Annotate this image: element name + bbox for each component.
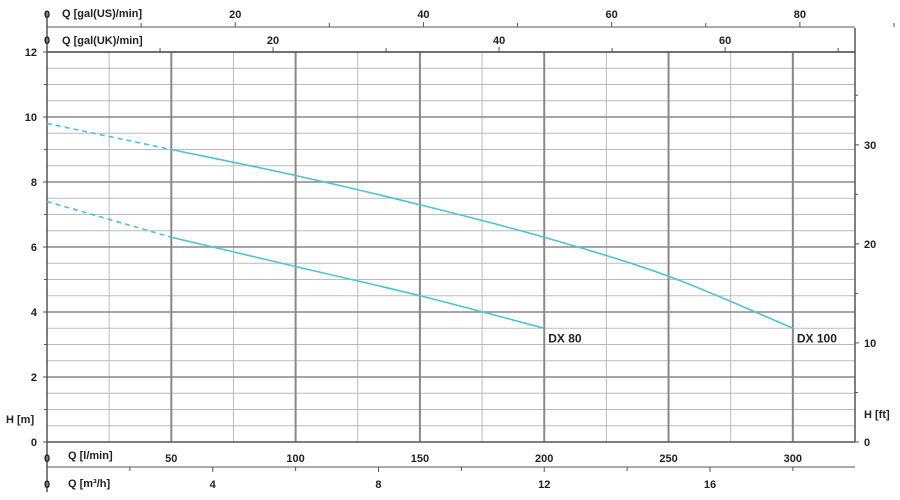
right-tick-label: 30: [864, 140, 876, 152]
grid: [47, 51, 855, 442]
curve-dx-100: [171, 148, 794, 329]
series-label-dx-100: DX 100: [797, 331, 837, 345]
curve-dx-80: [171, 236, 545, 330]
x-tick-label: 300: [784, 453, 802, 465]
y-tick-label: 8: [31, 177, 37, 189]
ukgal-axis-label: Q [gal(UK)/min]: [62, 35, 143, 47]
m3h-tick-label: 12: [538, 479, 550, 491]
usgal-tick-label: 80: [794, 9, 806, 21]
m3h-tick-label: 8: [375, 479, 381, 491]
axes: [43, 12, 895, 492]
m3h-tick-label: 4: [210, 479, 217, 491]
m3h-axis-label: Q [m³/h]: [68, 478, 110, 490]
x-tick-label: 0: [44, 453, 50, 465]
x-axis-label: Q [l/min]: [68, 450, 113, 462]
right-tick-label: 20: [864, 239, 876, 251]
x-tick-label: 100: [286, 453, 304, 465]
ukgal-tick-label: 20: [267, 35, 279, 47]
m3h-tick-label: 16: [704, 479, 716, 491]
y-tick-label: 4: [31, 307, 38, 319]
curve-dx-100-extrapolated: [46, 122, 172, 151]
y-tick-label: 12: [25, 47, 37, 59]
y-tick-label: 10: [25, 112, 37, 124]
usgal-tick-label: 20: [229, 9, 241, 21]
x-tick-label: 150: [411, 453, 429, 465]
usgal-tick-label: 0: [44, 9, 50, 21]
right-axis-label: H [ft]: [864, 409, 890, 421]
curves: [46, 122, 794, 330]
curve-dx-80-extrapolated: [46, 200, 172, 239]
y-tick-label: 6: [31, 242, 37, 254]
m3h-tick-label: 0: [44, 479, 50, 491]
right-tick-label: 0: [864, 437, 870, 449]
usgal-tick-label: 60: [606, 9, 618, 21]
series-label-dx-80: DX 80: [548, 331, 582, 345]
y-tick-label: 0: [31, 437, 37, 449]
x-tick-label: 200: [535, 453, 553, 465]
ukgal-tick-label: 0: [44, 35, 50, 47]
right-tick-label: 10: [864, 338, 876, 350]
y-tick-label: 2: [31, 372, 37, 384]
x-tick-label: 250: [659, 453, 677, 465]
y-axis-label: H [m]: [6, 414, 34, 426]
usgal-tick-label: 40: [417, 9, 429, 21]
x-tick-label: 50: [165, 453, 177, 465]
ukgal-tick-label: 40: [493, 35, 505, 47]
ukgal-tick-label: 60: [719, 35, 731, 47]
usgal-axis-label: Q [gal(US)/min]: [62, 8, 142, 20]
